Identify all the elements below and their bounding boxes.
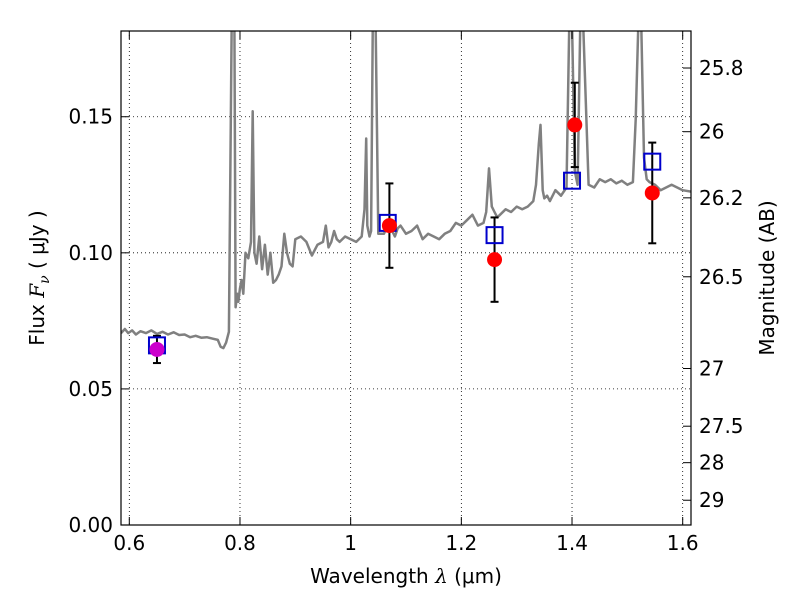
plot-frame: [120, 30, 692, 526]
y2-tick-label: 25.8: [699, 56, 744, 80]
model-photometry-markers: [147, 152, 662, 355]
x-tick-label: 1.2: [445, 531, 477, 555]
x-tick-label: 1.6: [667, 531, 699, 555]
x-axis-title: Wavelength λ (μm): [310, 564, 502, 588]
y-tick-label: 0.15: [68, 105, 113, 129]
y2-tick-label: 26.5: [699, 265, 744, 289]
y2-tick-label: 29: [699, 488, 724, 512]
y-tick-label: 0.00: [68, 513, 113, 537]
observed-photometry-point: [567, 117, 583, 133]
y-tick-label: 0.10: [68, 241, 113, 265]
y2-tick-label: 26: [699, 120, 724, 144]
y2-tick-label: 27: [699, 356, 724, 380]
y-tick-label: 0.05: [68, 377, 113, 401]
x-tick-label: 1.4: [556, 531, 588, 555]
x-tick-label: 1: [344, 531, 357, 555]
x-axis-ticks: 0.6 0.8 1 1.2 1.4 1.6: [113, 31, 699, 555]
y-axis-ticks: 0.00 0.05 0.10 0.15: [68, 105, 129, 537]
observed-photometry-point: [644, 185, 660, 201]
observed-photometry-markers: [149, 117, 660, 357]
x-tick-label: 0.6: [113, 531, 145, 555]
observed-photometry-point: [149, 341, 165, 357]
model-photometry-point: [643, 152, 662, 171]
y-axis-title: Flux Fν ( μJy ): [25, 210, 53, 345]
model-photometry-point: [563, 171, 582, 190]
y2-tick-label: 28: [699, 451, 724, 475]
y2-axis-ticks: 25.8 26 26.2 26.5 27 27.5 28 29: [683, 56, 744, 512]
grid: [121, 31, 691, 526]
observed-photometry-point: [381, 218, 397, 234]
y2-axis-title: Magnitude (AB): [755, 200, 779, 355]
x-tick-label: 0.8: [224, 531, 256, 555]
spectrum-line: [121, 31, 691, 350]
observed-photometry-point: [487, 252, 503, 268]
y2-tick-label: 26.2: [699, 186, 744, 210]
y2-tick-label: 27.5: [699, 414, 744, 438]
model-photometry-point: [485, 226, 504, 245]
